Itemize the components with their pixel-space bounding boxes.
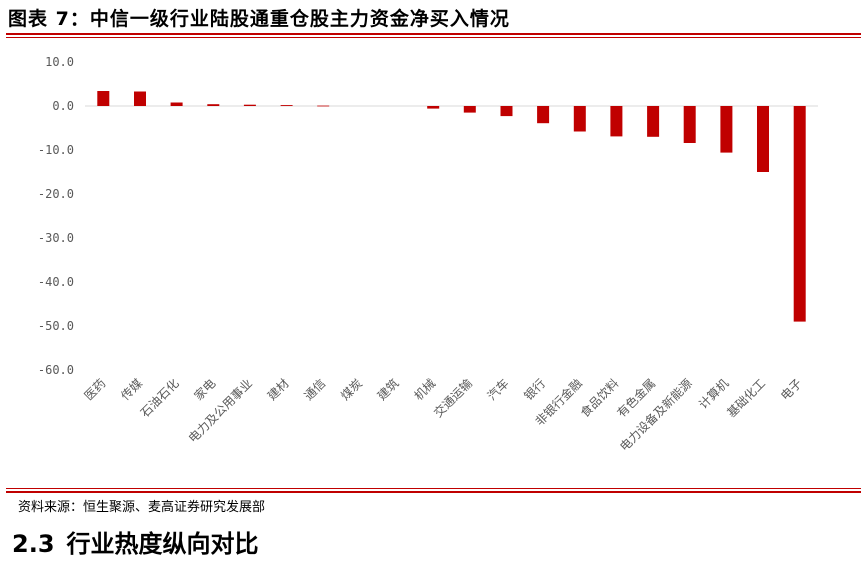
x-tick-label: 石油石化 (138, 376, 182, 420)
y-tick-label: -50.0 (38, 319, 74, 333)
x-tick-label: 医药 (82, 376, 109, 403)
bar (610, 106, 623, 137)
chart-area: 10.0 0.0 -10.0 -20.0 -30.0 -40.0 -50.0 -60.0 医药传… (0, 40, 867, 486)
bar (720, 106, 733, 153)
y-tick-label: -40.0 (38, 275, 74, 289)
x-tick-label: 电子 (778, 376, 805, 403)
bar-chart: 10.0 0.0 -10.0 -20.0 -30.0 -40.0 -50.0 -60.0 医药传… (38, 55, 818, 454)
x-tick-label: 银行 (521, 376, 548, 403)
bar (134, 91, 146, 106)
x-tick-label: 食品饮料 (577, 376, 622, 421)
section-number: 2.3 (12, 530, 55, 558)
bar (573, 106, 586, 132)
x-tick-label: 家电 (191, 376, 219, 404)
x-tick-label: 基础化工 (724, 376, 768, 420)
bar (647, 106, 660, 137)
bar (243, 104, 256, 106)
bar (317, 105, 330, 107)
bar (793, 106, 806, 322)
x-tick-label: 煤炭 (338, 376, 365, 403)
bar (170, 102, 183, 106)
x-tick-label: 机械 (411, 376, 439, 404)
source-rule-thin (6, 488, 861, 489)
section-heading: 2.3 行业热度纵向对比 (12, 524, 271, 559)
x-tick-label: 建材 (265, 376, 292, 403)
source-note: 资料来源：恒生聚源、麦高证券研究发展部 (18, 500, 266, 515)
y-tick-label: -30.0 (38, 231, 74, 245)
bar (97, 91, 110, 106)
x-tick-label: 传媒 (118, 376, 146, 404)
y-tick-label: 10.0 (45, 55, 74, 69)
bar (207, 104, 220, 106)
x-tick-label: 交通运输 (430, 376, 475, 421)
x-tick-label: 建筑 (374, 376, 402, 404)
bar (757, 106, 769, 172)
bar (427, 106, 440, 109)
title-rule (6, 33, 861, 35)
bar (683, 106, 696, 143)
title-rule-thin (6, 37, 861, 38)
x-tick-label: 计算机 (695, 376, 731, 412)
y-tick-label: -20.0 (38, 187, 74, 201)
x-tick-label: 电力及公用事业 (186, 376, 255, 445)
figure-title: 图表 7：中信一级行业陆股通重仓股主力资金净买入情况 (8, 8, 510, 30)
source-rule (6, 491, 861, 493)
x-tick-label: 通信 (301, 376, 328, 403)
bar (500, 106, 513, 117)
bar (280, 105, 293, 106)
section-title: 行业热度纵向对比 (66, 530, 259, 558)
y-tick-label: -60.0 (38, 363, 74, 377)
y-tick-label: 0.0 (52, 99, 74, 113)
x-tick-label: 汽车 (484, 376, 512, 404)
bar (463, 106, 476, 113)
y-tick-label: -10.0 (38, 143, 74, 157)
bar (537, 106, 550, 124)
